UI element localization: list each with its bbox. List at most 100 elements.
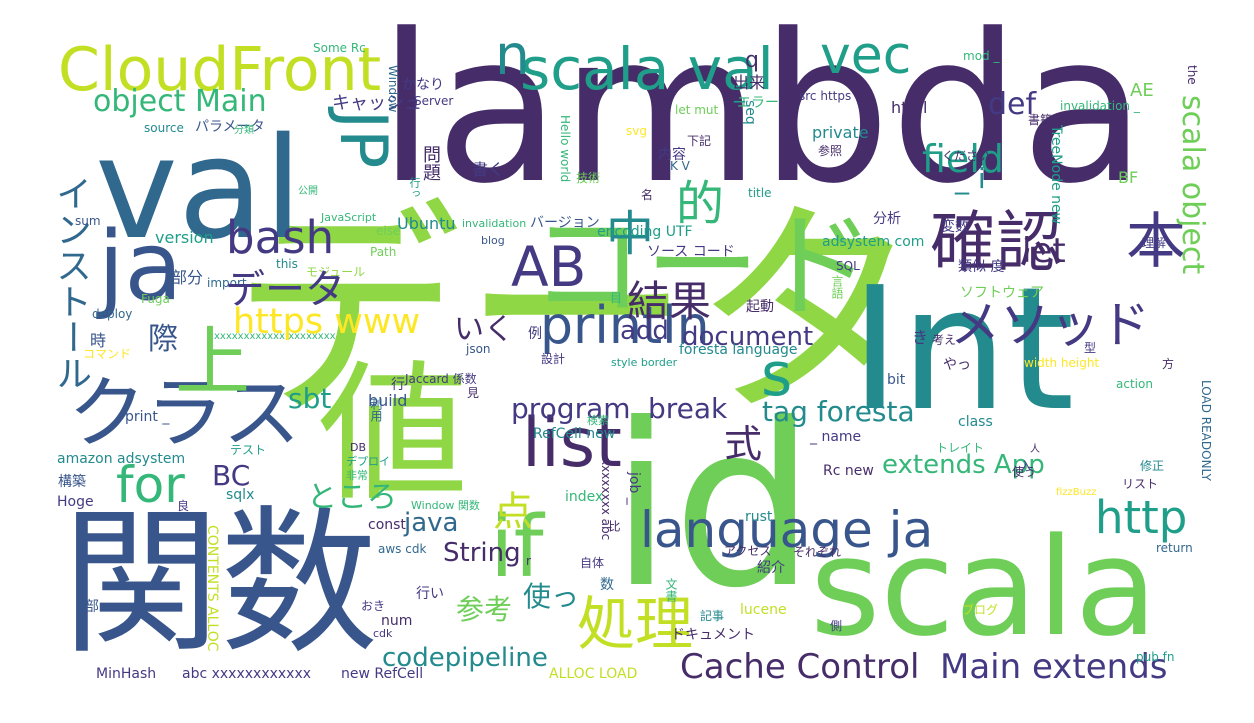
cloud-word: インストール xyxy=(50,175,91,391)
cloud-word: let mut xyxy=(675,103,719,117)
cloud-word: t xyxy=(678,406,683,420)
cloud-word: 紹介 xyxy=(757,560,785,576)
cloud-word: 書籍 xyxy=(1028,113,1053,127)
cloud-word: val xyxy=(95,108,303,271)
cloud-word: object Main xyxy=(93,84,267,119)
cloud-word: n xyxy=(495,23,530,87)
cloud-word: 書く xyxy=(472,160,505,179)
cloud-word: モジュール xyxy=(306,265,366,279)
cloud-word: language ja xyxy=(640,501,934,559)
cloud-word: Cache Control xyxy=(680,647,920,687)
cloud-word: 文書 xyxy=(664,578,678,602)
cloud-word: 本 xyxy=(1126,207,1186,277)
cloud-word: 参照 xyxy=(818,144,843,158)
cloud-word: def xyxy=(988,87,1037,122)
cloud-word: s xyxy=(761,340,793,410)
cloud-word: SQL xyxy=(836,259,860,273)
cloud-word: the xyxy=(1185,65,1199,85)
cloud-word: 公開 xyxy=(298,186,318,197)
cloud-word: extends App xyxy=(882,450,1045,480)
cloud-word: xxxxxxxx abc xyxy=(599,458,613,541)
cloud-word: document xyxy=(682,322,814,352)
cloud-word: ALLOC LOAD xyxy=(549,666,638,682)
cloud-word: 確認 xyxy=(930,204,1062,281)
cloud-word: adsystem com xyxy=(822,234,925,250)
cloud-word: 数 xyxy=(600,577,614,593)
cloud-word: 分析 xyxy=(873,211,901,227)
cloud-word: fizzBuzz xyxy=(1056,487,1097,498)
cloud-word: encoding UTF xyxy=(597,224,693,240)
cloud-word: 非常 xyxy=(346,469,368,482)
cloud-word: xxxxxxxxxxxx xxxxxxxx xyxy=(214,331,336,342)
cloud-word: else xyxy=(376,224,401,238)
cloud-word: 良 xyxy=(177,499,190,513)
cloud-word: add xyxy=(620,316,669,346)
cloud-word: エラー xyxy=(737,95,779,111)
cloud-word: Hoge xyxy=(57,494,94,510)
cloud-word: コマンド xyxy=(83,347,132,361)
cloud-word: Ubuntu xyxy=(397,214,456,233)
cloud-word: トレイト xyxy=(936,441,985,455)
cloud-word: デプロイ xyxy=(346,455,390,468)
cloud-word: vec xyxy=(820,26,912,86)
cloud-word: svg xyxy=(626,124,647,138)
cloud-word: String xyxy=(443,538,521,568)
cloud-word: 結果 xyxy=(627,277,712,326)
cloud-word: ブログ xyxy=(962,603,999,617)
cloud-word: 比 xyxy=(607,520,621,532)
cloud-word: invalidation xyxy=(462,217,527,230)
cloud-word: https www xyxy=(233,302,421,342)
cloud-word: ソフトウェア xyxy=(960,285,1044,301)
cloud-word: 記事 xyxy=(700,609,725,623)
cloud-word: 部 xyxy=(85,599,99,615)
cloud-word: き xyxy=(912,328,929,347)
cloud-word: ところ xyxy=(307,480,397,515)
cloud-word: CONTENTS ALLOC xyxy=(204,525,220,652)
cloud-word: println xyxy=(540,296,710,356)
cloud-word: private xyxy=(812,123,869,142)
cloud-word: クラス xyxy=(68,369,301,459)
cloud-word: Hello world xyxy=(558,115,572,183)
cloud-word: 構築 xyxy=(58,474,86,490)
cloud-word: アクセス xyxy=(724,544,772,558)
cloud-word: 点 xyxy=(493,489,533,535)
cloud-word: style border xyxy=(611,356,678,369)
cloud-word: Window xyxy=(386,65,400,113)
cloud-word: Server xyxy=(414,94,454,108)
cloud-word: 分類 xyxy=(234,125,254,136)
cloud-word: break xyxy=(648,392,728,425)
cloud-word: job _ xyxy=(626,472,642,505)
cloud-word: abc xxxxxxxxxxxx xyxy=(182,666,312,682)
cloud-word: 行っ xyxy=(408,177,421,199)
cloud-word: メソッド xyxy=(950,296,1150,354)
cloud-word: おき xyxy=(361,599,386,613)
cloud-word: 類似 度 xyxy=(958,259,1005,275)
cloud-word: bit xyxy=(887,372,906,388)
cloud-word: AB xyxy=(511,235,587,299)
cloud-word: id xyxy=(610,376,816,638)
cloud-word: Path xyxy=(370,245,397,259)
cloud-word: build xyxy=(368,391,408,410)
cloud-word: tag foresta xyxy=(762,395,915,428)
cloud-word: 内容 xyxy=(658,147,686,163)
cloud-word: scala object xyxy=(1175,95,1210,275)
cloud-word: BC xyxy=(212,459,251,492)
cloud-word: r xyxy=(526,554,531,568)
cloud-word: 見 xyxy=(467,386,480,400)
cloud-word: BF xyxy=(1118,168,1139,187)
cloud-word: program xyxy=(511,392,631,425)
cloud-word: for xyxy=(116,456,185,514)
cloud-word: this xyxy=(276,257,298,271)
cloud-word: scala xyxy=(810,509,1158,666)
cloud-word: 関数 xyxy=(62,492,378,676)
cloud-word: 的 xyxy=(676,176,725,232)
cloud-word: deploy xyxy=(92,307,133,321)
cloud-word: 方 xyxy=(1162,357,1175,371)
cloud-word: テスト xyxy=(230,443,267,457)
cloud-word: DB xyxy=(350,441,367,454)
cloud-word: 出来 xyxy=(733,73,766,92)
cloud-word: amazon adsystem xyxy=(57,451,186,467)
cloud-word: rust xyxy=(745,509,773,525)
cloud-word: http xyxy=(1095,491,1188,544)
